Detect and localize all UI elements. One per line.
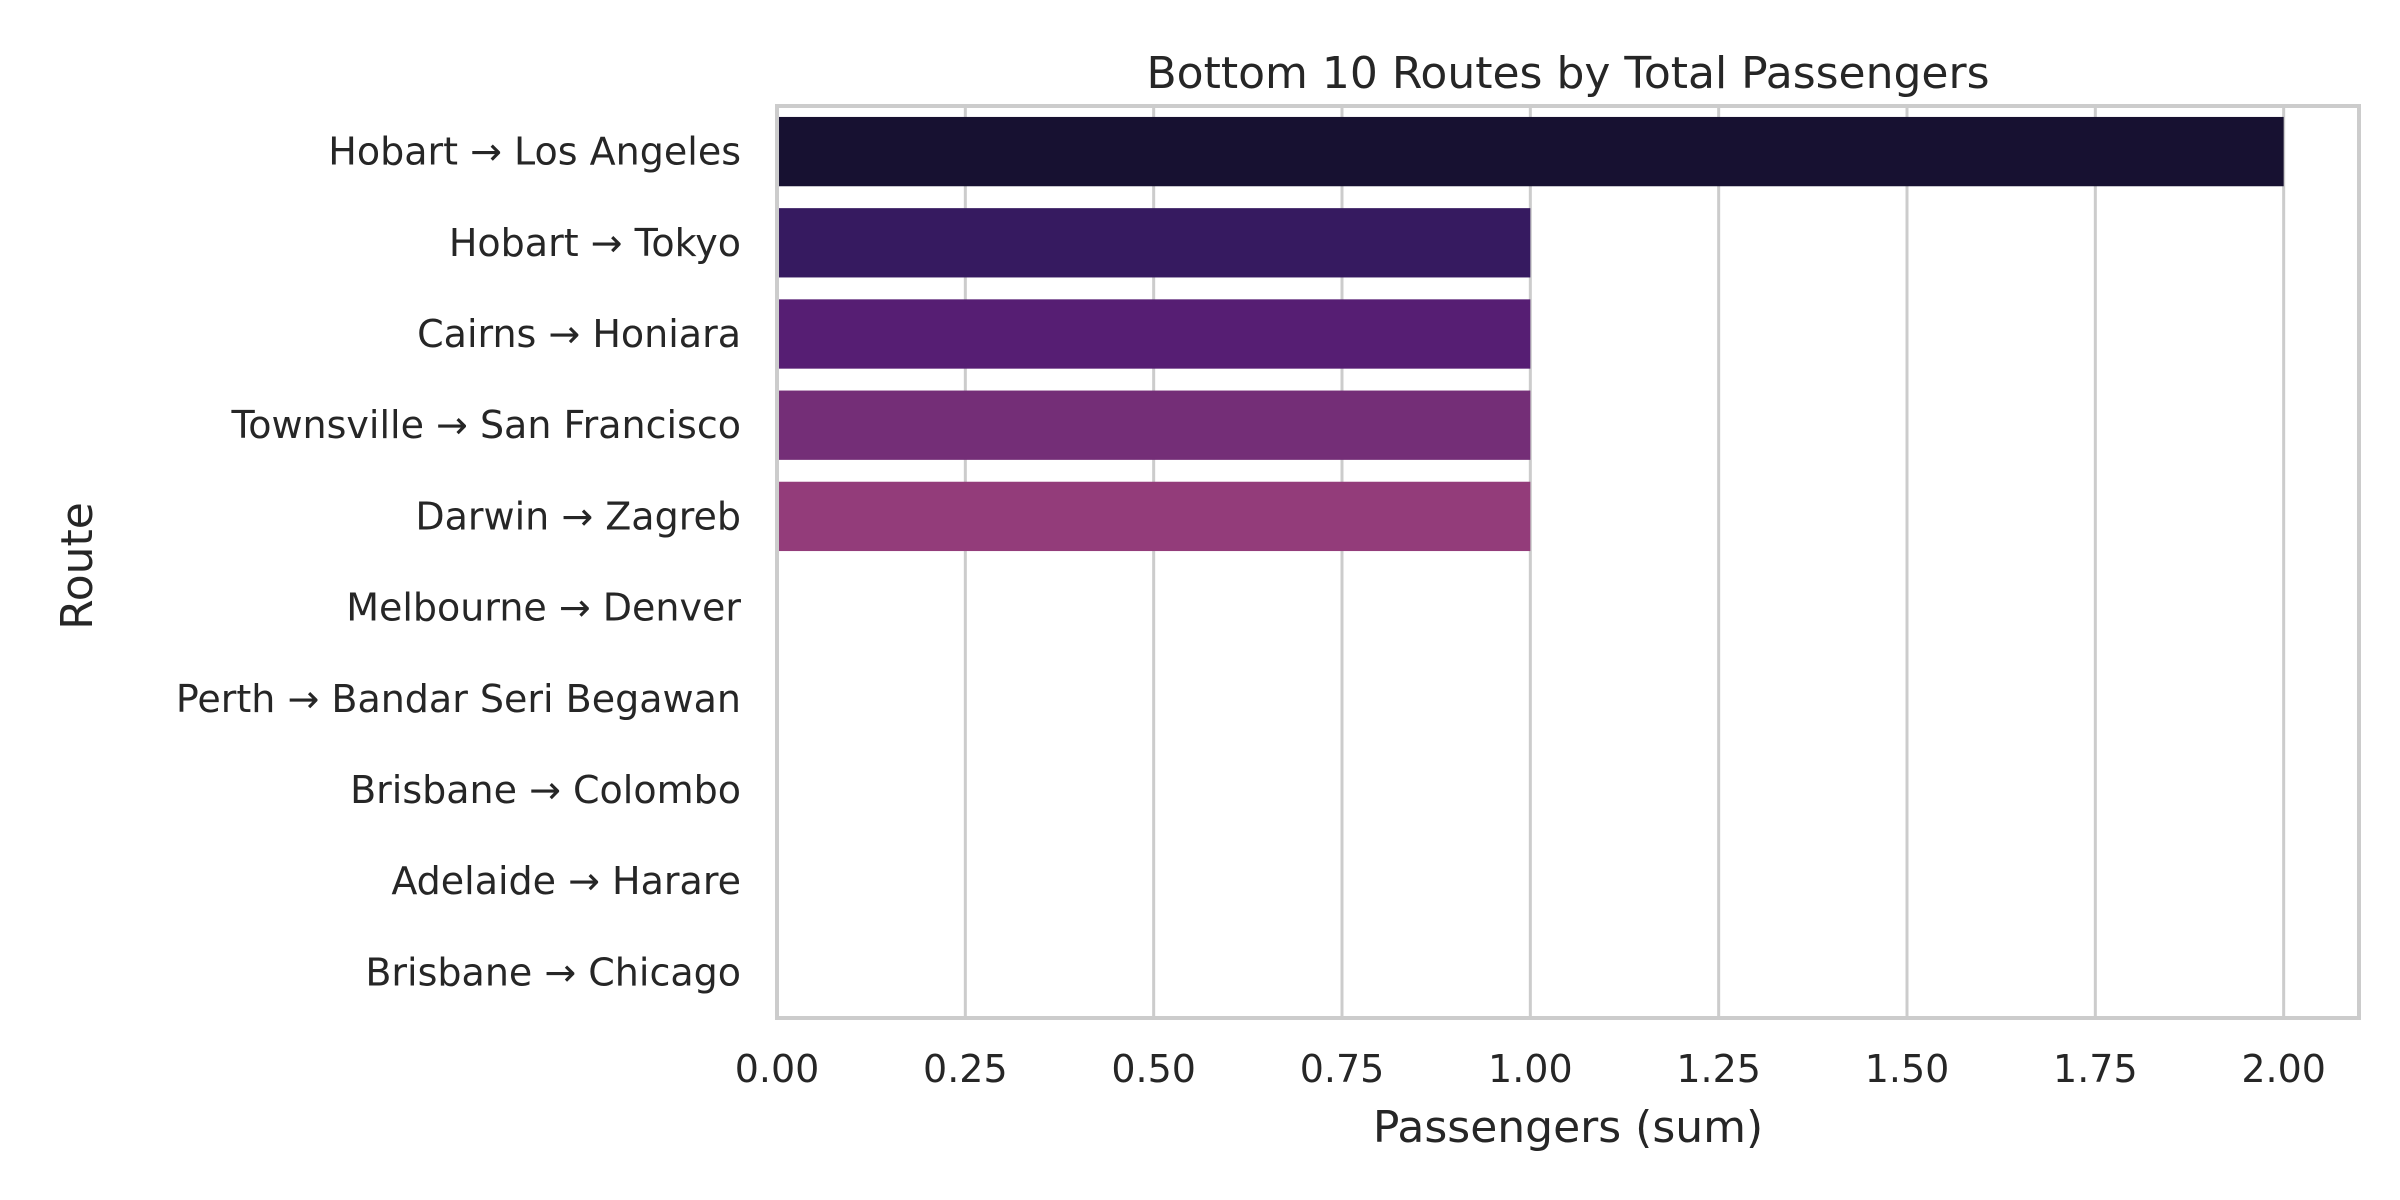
y-tick-label: Adelaide → Harare <box>391 859 741 903</box>
x-tick-label: 1.50 <box>1865 1047 1950 1091</box>
x-tick-label: 0.25 <box>923 1047 1008 1091</box>
chart-title: Bottom 10 Routes by Total Passengers <box>1146 48 1989 99</box>
bar <box>777 299 1531 369</box>
y-tick-label: Brisbane → Colombo <box>350 768 741 812</box>
x-tick-labels: 0.00 0.25 0.50 0.75 1.00 1.25 1.50 1.75 2.00 <box>735 1047 2326 1091</box>
bar <box>777 481 1531 552</box>
y-tick-label: Cairns → Honiara <box>417 312 741 356</box>
y-tick-label: Hobart → Los Angeles <box>328 130 741 174</box>
bar <box>777 390 1531 460</box>
x-tick-label: 2.00 <box>2241 1047 2326 1091</box>
x-tick-label: 1.75 <box>2053 1047 2138 1091</box>
y-tick-label: Townsville → San Francisco <box>230 403 741 447</box>
bar <box>777 116 2284 187</box>
y-tick-label: Darwin → Zagreb <box>415 494 741 538</box>
y-tick-label: Brisbane → Chicago <box>365 950 741 994</box>
y-tick-label: Hobart → Tokyo <box>449 221 741 265</box>
y-axis-label: Route <box>52 502 103 630</box>
y-tick-label: Melbourne → Denver <box>346 586 741 630</box>
x-tick-label: 1.00 <box>1488 1047 1573 1091</box>
x-tick-label: 0.75 <box>1300 1047 1385 1091</box>
y-tick-label: Perth → Bandar Seri Begawan <box>176 677 741 721</box>
bar <box>777 208 1531 278</box>
y-tick-labels: Hobart → Los Angeles Hobart → Tokyo Cairns… <box>176 130 742 995</box>
plot-frame <box>775 104 2361 1020</box>
x-tick-label: 0.00 <box>735 1047 820 1091</box>
x-tick-label: 1.25 <box>1676 1047 1761 1091</box>
bars <box>777 116 2284 552</box>
x-tick-label: 0.50 <box>1111 1047 1196 1091</box>
x-axis-label: Passengers (sum) <box>1373 1102 1763 1153</box>
